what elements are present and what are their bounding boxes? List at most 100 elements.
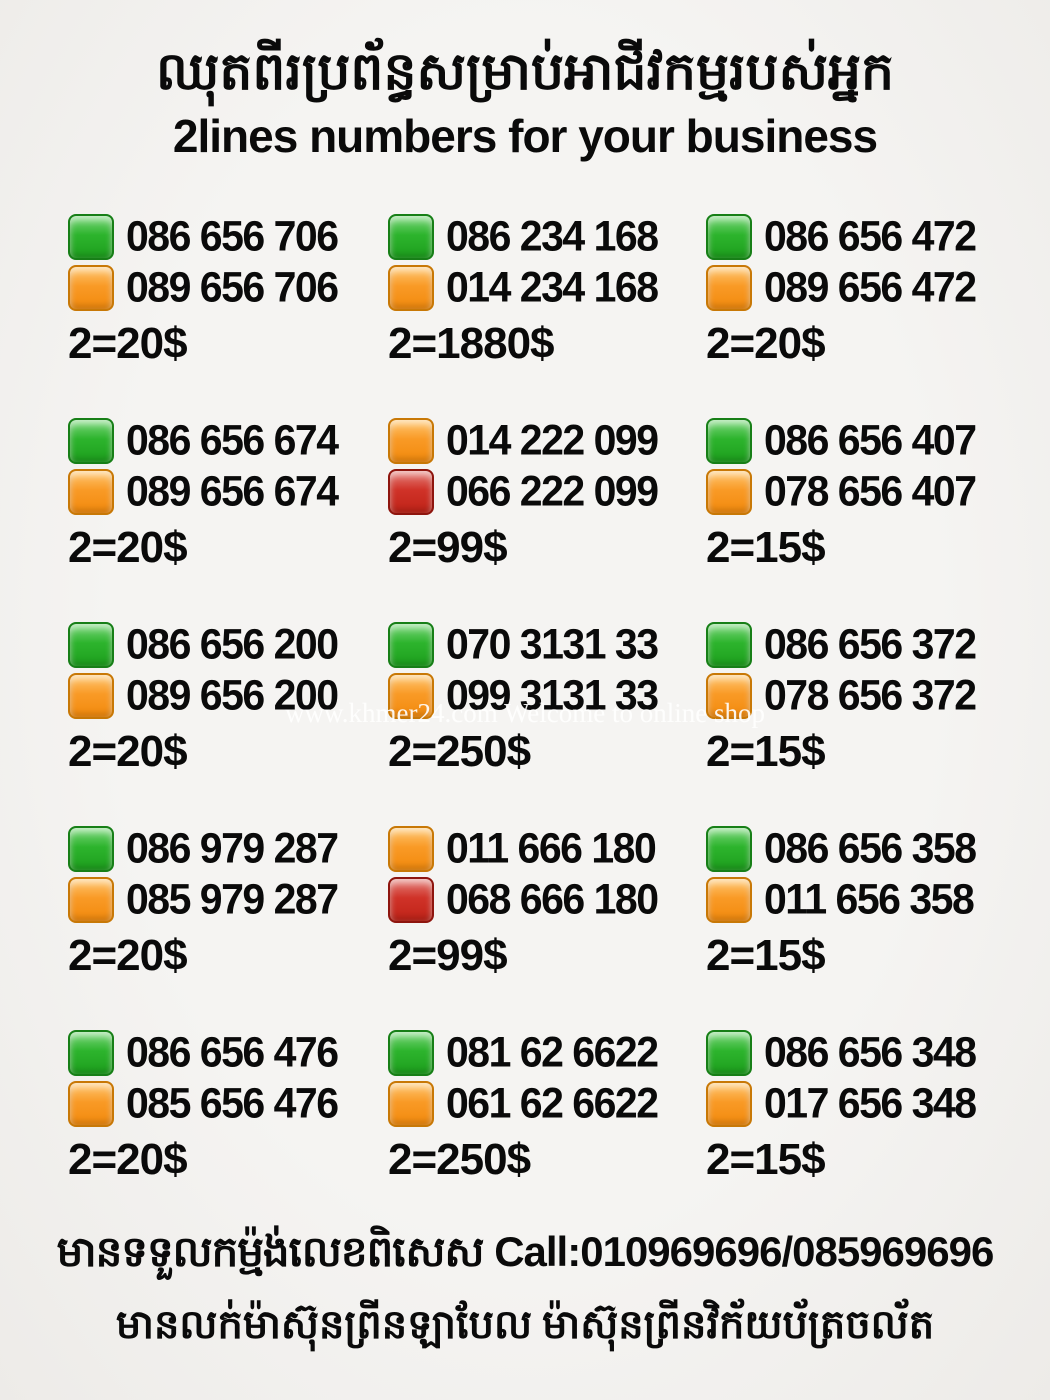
phone-number: 011 666 180 <box>446 823 657 873</box>
price-label: 2=20$ <box>68 1135 188 1184</box>
phone-number: 066 222 099 <box>446 466 659 516</box>
price-label: 2=1880$ <box>388 319 555 368</box>
listing-card: 014 222 099 066 222 099 2=99$ <box>388 415 706 573</box>
listing-card: 086 656 407 078 656 407 2=15$ <box>706 415 1010 573</box>
color-swatch <box>68 672 114 719</box>
listing-card: 081 62 6622 061 62 6622 2=250$ <box>388 1027 706 1185</box>
phone-number: 078 656 407 <box>764 466 977 516</box>
number-line: 011 656 358 <box>706 874 1010 924</box>
price-label: 2=15$ <box>706 727 826 776</box>
phone-number: 086 656 472 <box>764 211 977 261</box>
color-swatch <box>706 1029 752 1076</box>
listing-card: 086 656 706 089 656 706 2=20$ <box>68 211 388 369</box>
price-label: 2=250$ <box>388 727 531 776</box>
price-label: 2=20$ <box>706 319 826 368</box>
footer-contact-line: មានទទួលកម្ម៉ង់លេខពិសេស Call:010969696/08… <box>56 1228 995 1275</box>
number-line: 086 656 674 <box>68 415 388 465</box>
number-line: 086 656 706 <box>68 211 388 261</box>
number-grid: 086 656 706 089 656 706 2=20$ 086 234 16… <box>0 211 1050 1185</box>
phone-number: 078 656 372 <box>764 670 977 720</box>
page-subtitle: 2lines numbers for your business <box>172 110 878 162</box>
price-label: 2=20$ <box>68 319 188 368</box>
color-swatch <box>388 1029 434 1076</box>
phone-number: 086 656 407 <box>764 415 977 465</box>
listing-card: 086 656 476 085 656 476 2=20$ <box>68 1027 388 1185</box>
color-swatch <box>706 264 752 311</box>
phone-number: 081 62 6622 <box>446 1027 659 1077</box>
listing-card: 086 234 168 014 234 168 2=1880$ <box>388 211 706 369</box>
number-line: 014 222 099 <box>388 415 706 465</box>
phone-number: 086 656 706 <box>126 211 339 261</box>
color-swatch <box>706 417 752 464</box>
number-line: 089 656 706 <box>68 262 388 312</box>
price-label: 2=99$ <box>388 523 508 572</box>
color-swatch <box>68 876 114 923</box>
color-swatch <box>68 1029 114 1076</box>
color-swatch <box>388 825 434 872</box>
number-line: 066 222 099 <box>388 466 706 516</box>
phone-number: 086 979 287 <box>126 823 339 873</box>
phone-number: 017 656 348 <box>764 1078 977 1128</box>
price-label: 2=20$ <box>68 931 188 980</box>
phone-number: 068 666 180 <box>446 874 659 924</box>
number-line: 085 656 476 <box>68 1079 388 1127</box>
phone-number: 086 656 476 <box>126 1027 339 1077</box>
listing-card: 086 656 348 017 656 348 2=15$ <box>706 1028 1010 1185</box>
number-line: 068 666 180 <box>388 874 706 924</box>
phone-number: 014 222 099 <box>446 415 659 465</box>
number-line: 078 656 372 <box>706 670 1010 720</box>
color-swatch <box>388 621 434 668</box>
number-line: 099 3131 33 <box>388 671 706 719</box>
price-label: 2=250$ <box>388 1135 531 1184</box>
phone-number: 086 656 674 <box>126 415 339 465</box>
phone-number: 086 234 168 <box>446 211 659 261</box>
color-swatch <box>706 825 752 872</box>
number-line: 086 234 168 <box>388 211 706 261</box>
number-line: 086 656 407 <box>706 415 1010 465</box>
number-line: 086 656 372 <box>706 619 1010 669</box>
number-line: 089 656 674 <box>68 466 388 516</box>
phone-number: 086 656 358 <box>764 823 977 873</box>
listing-card: 070 3131 33 099 3131 33 2=250$ <box>388 619 706 777</box>
listing-card: 086 979 287 085 979 287 2=20$ <box>68 823 388 981</box>
price-label: 2=15$ <box>706 931 826 980</box>
color-swatch <box>388 672 434 719</box>
phone-number: 085 979 287 <box>126 874 339 924</box>
price-label: 2=99$ <box>388 931 508 980</box>
number-line: 086 656 472 <box>706 211 1010 261</box>
number-line: 089 656 200 <box>68 670 388 720</box>
listing-card: 086 656 372 078 656 372 2=15$ <box>706 619 1010 777</box>
footer-products-line: មានលក់ម៉ាស៊ុនព្រីនឡាបែល ម៉ាស៊ុនព្រីនវិក័… <box>115 1302 935 1347</box>
color-swatch <box>706 621 752 668</box>
header: ឈុតពីរប្រព័ន្ធសម្រាប់អាជីវកម្មរបស់អ្នក 2… <box>0 0 1050 163</box>
color-swatch <box>388 468 434 515</box>
color-swatch <box>706 876 752 923</box>
color-swatch <box>706 468 752 515</box>
price-label: 2=15$ <box>706 523 826 572</box>
phone-number: 089 656 706 <box>126 262 339 312</box>
number-line: 086 979 287 <box>68 823 388 873</box>
price-label: 2=20$ <box>68 523 188 572</box>
color-swatch <box>706 213 752 260</box>
color-swatch <box>388 213 434 260</box>
number-line: 078 656 407 <box>706 466 1010 516</box>
number-line: 085 979 287 <box>68 874 388 924</box>
color-swatch <box>68 417 114 464</box>
phone-number: 070 3131 33 <box>446 619 659 669</box>
phone-number: 086 656 372 <box>764 619 977 669</box>
number-line: 070 3131 33 <box>388 619 706 669</box>
color-swatch <box>68 1080 114 1127</box>
color-swatch <box>68 213 114 260</box>
phone-number: 086 656 200 <box>126 619 339 669</box>
phone-number: 089 656 200 <box>126 670 339 720</box>
number-line: 011 666 180 <box>388 823 706 873</box>
footer: មានទទួលកម្ម៉ង់លេខពិសេស Call:010969696/08… <box>0 1225 1050 1358</box>
phone-number: 089 656 674 <box>126 466 339 516</box>
phone-number: 011 656 358 <box>764 874 975 924</box>
color-swatch <box>68 621 114 668</box>
color-swatch <box>706 1080 752 1127</box>
listing-card: 011 666 180 068 666 180 2=99$ <box>388 823 706 981</box>
number-line: 086 656 200 <box>68 619 388 669</box>
number-line: 014 234 168 <box>388 263 706 311</box>
number-line: 089 656 472 <box>706 263 1010 311</box>
